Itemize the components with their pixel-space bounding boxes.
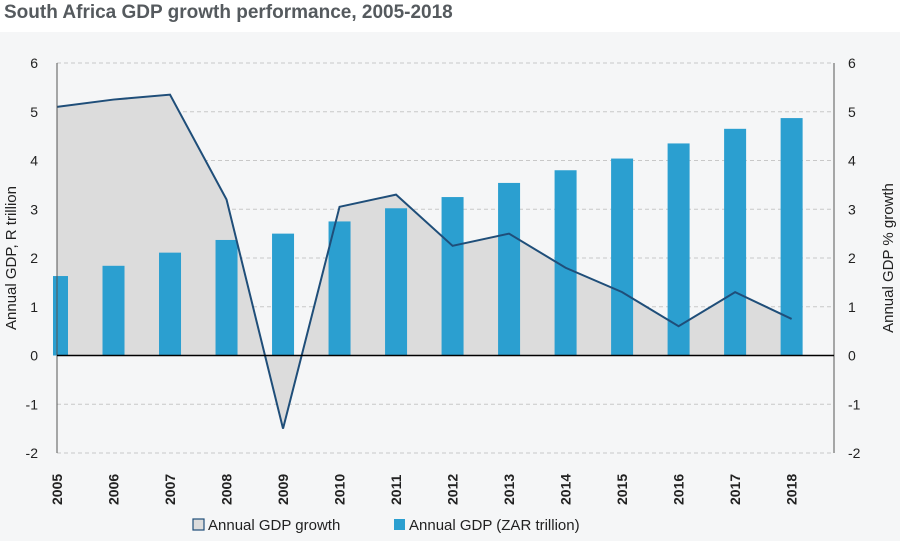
bar-2015 bbox=[611, 158, 634, 356]
bar-2011 bbox=[385, 208, 408, 356]
x-tick-label: 2010 bbox=[332, 474, 348, 505]
bar-2009 bbox=[272, 233, 295, 356]
y2-tick-label: 1 bbox=[848, 299, 856, 315]
y2-tick-label: 2 bbox=[848, 250, 856, 266]
growth-line-layer bbox=[56, 93, 793, 429]
legend: Annual GDP growth Annual GDP (ZAR trillio… bbox=[192, 517, 580, 534]
growth-area-layer bbox=[57, 94, 792, 429]
x-tick-label: 2011 bbox=[388, 474, 404, 505]
x-tick-label: 2007 bbox=[162, 474, 178, 505]
y-tick-label: -1 bbox=[26, 396, 39, 412]
y-tick-label: 5 bbox=[30, 104, 38, 120]
bar-series-layer bbox=[53, 118, 803, 356]
x-tick-label: 2018 bbox=[784, 474, 800, 505]
legend-label-growth: Annual GDP growth bbox=[208, 517, 340, 534]
y-tick-label: 0 bbox=[30, 348, 38, 364]
y-tick-label: 6 bbox=[30, 55, 38, 71]
x-tick-label: 2017 bbox=[727, 474, 743, 505]
growth-line bbox=[56, 93, 793, 429]
y2-tick-label: 4 bbox=[848, 153, 856, 169]
bar-2010 bbox=[328, 221, 351, 356]
x-tick-label: 2009 bbox=[275, 474, 291, 505]
tick-labels: -2 -1 0 1 2 3 4 5 6 -2 -1 0 1 2 3 4 5 6 2005 2006 2007 2008 20… bbox=[3, 55, 897, 505]
x-tick-label: 2016 bbox=[671, 474, 687, 505]
y-axis-title: Annual GDP, R trillion bbox=[3, 186, 20, 330]
y-tick-label: 2 bbox=[30, 250, 38, 266]
bar-2014 bbox=[554, 170, 577, 356]
y2-tick-label: 5 bbox=[848, 104, 856, 120]
bar-2008 bbox=[215, 239, 238, 356]
x-tick-label: 2012 bbox=[445, 474, 461, 505]
x-tick-label: 2014 bbox=[558, 474, 574, 505]
x-tick-label: 2005 bbox=[49, 474, 65, 505]
bar-2007 bbox=[159, 252, 182, 356]
y2-tick-label: 0 bbox=[848, 348, 856, 364]
growth-area bbox=[57, 94, 792, 429]
y-tick-label: -2 bbox=[26, 445, 39, 461]
y-tick-label: 3 bbox=[30, 201, 38, 217]
y2-axis-title: Annual GDP % growth bbox=[880, 183, 897, 333]
x-tick-label: 2015 bbox=[614, 474, 630, 505]
bar-2016 bbox=[667, 143, 690, 356]
bar-2005 bbox=[53, 276, 68, 356]
axes bbox=[56, 63, 835, 453]
bar-2017 bbox=[724, 128, 747, 356]
x-tick-label: 2008 bbox=[219, 474, 235, 505]
y-tick-label: 4 bbox=[30, 153, 38, 169]
bar-2012 bbox=[441, 197, 464, 356]
bar-2013 bbox=[498, 182, 521, 356]
x-tick-label: 2006 bbox=[106, 474, 122, 505]
bar-2018 bbox=[780, 118, 803, 356]
legend-label-gdp: Annual GDP (ZAR trillion) bbox=[409, 517, 580, 534]
y-tick-label: 1 bbox=[30, 299, 38, 315]
y2-tick-label: 6 bbox=[848, 55, 856, 71]
legend-swatch-growth bbox=[192, 518, 205, 531]
chart-title: South Africa GDP growth performance, 200… bbox=[4, 2, 453, 23]
y2-tick-label: 3 bbox=[848, 201, 856, 217]
x-tick-label: 2013 bbox=[501, 474, 517, 505]
y2-tick-label: -1 bbox=[848, 396, 861, 412]
y2-tick-label: -2 bbox=[848, 445, 861, 461]
bar-2006 bbox=[102, 265, 125, 356]
legend-swatch-gdp bbox=[394, 519, 405, 530]
